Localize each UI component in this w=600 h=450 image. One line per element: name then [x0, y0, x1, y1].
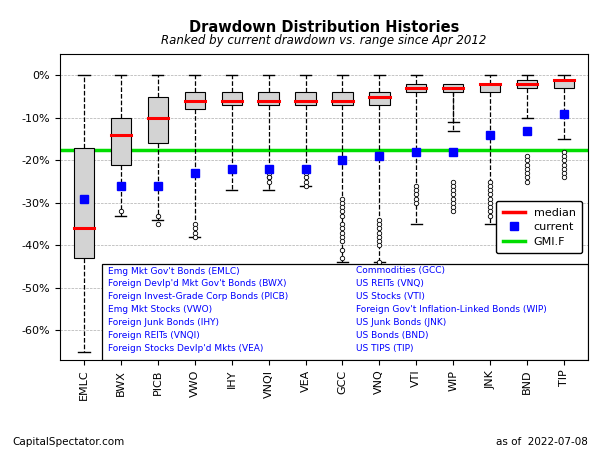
Text: Commodities (GCC)
US REITs (VNQ)
US Stocks (VTI)
Foreign Gov't Inflation-Linked : Commodities (GCC) US REITs (VNQ) US Stoc…	[356, 266, 547, 353]
Bar	[259, 92, 279, 105]
Text: Drawdown Distribution Histories: Drawdown Distribution Histories	[189, 20, 459, 35]
Bar	[480, 84, 500, 92]
Bar	[221, 92, 242, 105]
Bar	[406, 84, 427, 92]
Bar	[103, 265, 588, 360]
Text: CapitalSpectator.com: CapitalSpectator.com	[12, 436, 124, 446]
Bar	[185, 92, 205, 109]
Bar	[148, 96, 168, 143]
Legend: median, current, GMI.F: median, current, GMI.F	[496, 201, 583, 253]
Text: Ranked by current drawdown vs. range since Apr 2012: Ranked by current drawdown vs. range sin…	[161, 34, 487, 47]
Bar	[332, 92, 353, 105]
Bar	[443, 84, 463, 92]
Bar	[111, 118, 131, 165]
Bar	[554, 80, 574, 88]
Bar	[369, 92, 389, 105]
Bar	[517, 80, 537, 88]
Text: as of  2022-07-08: as of 2022-07-08	[496, 436, 588, 446]
Bar	[74, 148, 94, 258]
Text: Emg Mkt Gov't Bonds (EMLC)
Foreign Devlp'd Mkt Gov't Bonds (BWX)
Foreign Invest-: Emg Mkt Gov't Bonds (EMLC) Foreign Devlp…	[108, 266, 288, 353]
Bar	[295, 92, 316, 105]
